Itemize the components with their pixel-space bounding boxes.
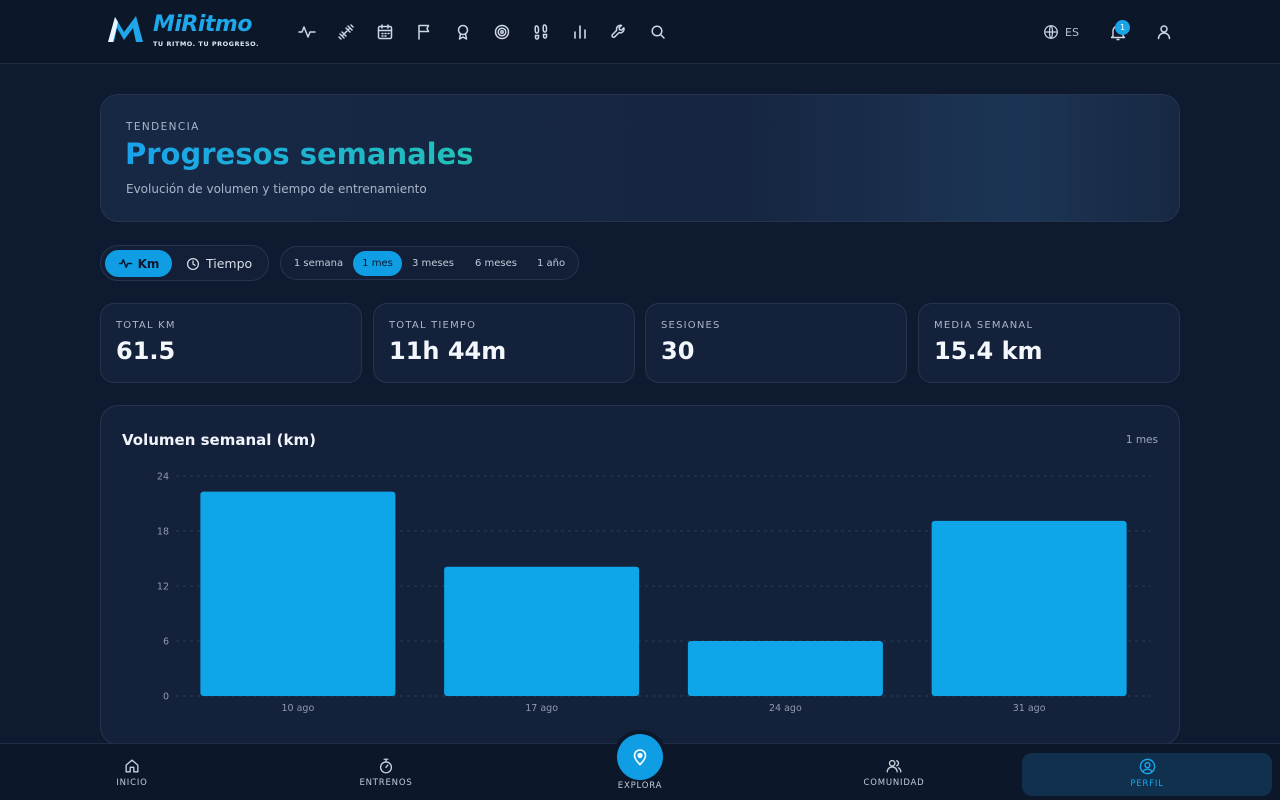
range-6-meses-button[interactable]: 6 meses	[474, 258, 517, 269]
stat-card-sessions: SESIONES 30	[645, 303, 907, 383]
bar-31-ago	[931, 520, 1127, 696]
stat-label: MEDIA SEMANAL	[934, 320, 1034, 331]
weekly-volume-bar-chart: 0 6 12 18 24 10 ago 17 ago 24 ago 31 ago	[157, 472, 1151, 714]
y-tick-label: 12	[157, 582, 169, 593]
metric-toggle: Km Tiempo	[100, 245, 269, 281]
user-account-icon[interactable]	[1154, 22, 1174, 42]
app-logo[interactable]: MiRitmo TU RITMO. TU PROGRESO.	[106, 12, 276, 53]
bottom-nav-perfil[interactable]: PERFIL	[1097, 744, 1197, 800]
page-title: Progresos semanales	[125, 137, 474, 171]
range-1-ano-button[interactable]: 1 año	[536, 258, 566, 269]
chart-range-label: 1 mes	[1125, 434, 1158, 446]
bottom-nav-label: PERFIL	[1130, 778, 1164, 789]
search-icon[interactable]	[648, 22, 668, 42]
x-tick-label: 17 ago	[525, 703, 558, 714]
activity-icon	[118, 259, 132, 268]
range-1-mes-button[interactable]: 1 mes	[353, 251, 402, 276]
language-code: ES	[1065, 25, 1079, 39]
logo-tagline: TU RITMO. TU PROGRESO.	[153, 40, 259, 48]
medal-icon[interactable]	[453, 22, 473, 42]
stat-value: 61.5	[116, 337, 176, 365]
stopwatch-icon	[379, 758, 393, 774]
y-tick-label: 0	[163, 692, 169, 703]
users-icon	[886, 759, 902, 773]
metric-km-button[interactable]: Km	[105, 250, 172, 277]
footprints-icon[interactable]	[531, 22, 551, 42]
stat-value: 30	[661, 337, 695, 365]
top-navigation-bar: MiRitmo TU RITMO. TU PROGRESO. ES 1	[0, 0, 1280, 64]
bar-chart-icon[interactable]	[570, 22, 590, 42]
stat-label: SESIONES	[661, 320, 721, 331]
language-selector[interactable]: ES	[1043, 22, 1079, 42]
active-tab-highlight	[1022, 753, 1272, 796]
y-tick-label: 18	[157, 527, 169, 538]
bottom-nav-inicio[interactable]: INICIO	[92, 744, 172, 800]
bottom-nav-comunidad[interactable]: COMUNIDAD	[844, 744, 944, 800]
y-tick-label: 6	[163, 637, 169, 648]
stat-card-total-km: TOTAL KM 61.5	[100, 303, 362, 383]
range-toggle: 1 semana 1 mes 3 meses 6 meses 1 año	[280, 246, 579, 280]
notification-count-badge: 1	[1115, 20, 1130, 35]
home-icon	[125, 759, 139, 773]
stat-card-weekly-average: MEDIA SEMANAL 15.4 km	[918, 303, 1180, 383]
bottom-nav-label: ENTRENOS	[359, 778, 413, 788]
bottom-nav-entrenos[interactable]: ENTRENOS	[346, 744, 426, 800]
page-subtitle: Evolución de volumen y tiempo de entrena…	[126, 182, 427, 196]
x-tick-label: 24 ago	[769, 703, 802, 714]
flag-icon[interactable]	[414, 22, 434, 42]
map-pin-icon	[633, 749, 647, 766]
page-header-card: TENDENCIA Progresos semanales Evolución …	[100, 94, 1180, 222]
range-1-semana-button[interactable]: 1 semana	[293, 258, 344, 269]
stat-value: 11h 44m	[389, 337, 507, 365]
globe-icon	[1044, 25, 1058, 39]
stat-value: 15.4 km	[934, 337, 1043, 365]
wrench-icon[interactable]	[609, 22, 629, 42]
bar-17-ago	[444, 566, 640, 696]
stat-card-total-time: TOTAL TIEMPO 11h 44m	[373, 303, 635, 383]
calendar-icon[interactable]	[375, 22, 395, 42]
stat-label: TOTAL TIEMPO	[389, 320, 477, 331]
bottom-nav-label: INICIO	[116, 778, 148, 788]
bottom-nav-explora-button[interactable]	[617, 734, 663, 780]
logo-mark-icon	[108, 16, 143, 42]
section-eyebrow: TENDENCIA	[126, 121, 200, 133]
target-icon[interactable]	[492, 22, 512, 42]
bar-10-ago	[200, 491, 396, 696]
bar-24-ago	[687, 641, 883, 696]
dumbbell-icon[interactable]	[336, 22, 356, 42]
bottom-nav-explora-label: EXPLORA	[617, 781, 663, 791]
y-tick-label: 24	[157, 472, 169, 483]
stat-label: TOTAL KM	[116, 320, 176, 331]
x-tick-label: 10 ago	[281, 703, 314, 714]
user-circle-icon	[1139, 758, 1155, 774]
metric-km-label: Km	[137, 256, 160, 271]
range-3-meses-button[interactable]: 3 meses	[411, 258, 454, 269]
chart-title: Volumen semanal (km)	[122, 431, 316, 449]
x-tick-label: 31 ago	[1013, 703, 1046, 714]
clock-icon	[186, 257, 200, 270]
metric-time-label: Tiempo	[206, 256, 253, 271]
metric-time-button[interactable]: Tiempo	[186, 250, 252, 277]
bottom-nav-label: COMUNIDAD	[863, 778, 925, 788]
activity-icon[interactable]	[297, 22, 317, 42]
weekly-volume-chart-card: 0 6 12 18 24 10 ago 17 ago 24 ago 31 ago Volumen…	[100, 405, 1180, 745]
logo-wordmark: MiRitmo	[153, 12, 252, 37]
